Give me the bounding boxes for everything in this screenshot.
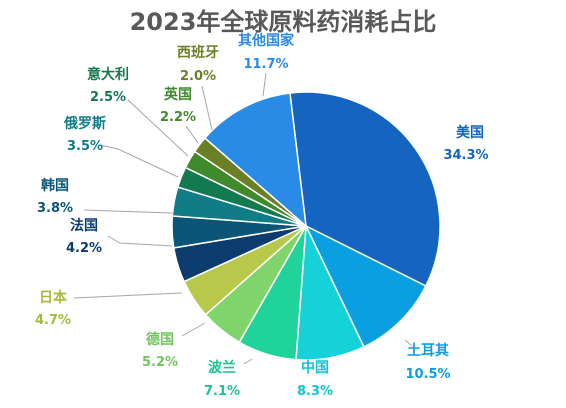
leader-line [181,322,206,337]
slice-label: 德国 [146,331,174,348]
slice-value-label: 2.2% [160,110,196,125]
leader-line [127,99,189,157]
leader-line [99,144,179,178]
slice-value-label: 11.7% [243,57,288,72]
slice-value-label: 10.5% [405,367,450,382]
slice-label: 意大利 [87,66,129,83]
slice-value-label: 8.3% [297,384,333,399]
leader-line [73,292,183,299]
slice-value-label: 4.7% [35,313,71,328]
slice-label: 波兰 [208,359,236,376]
chart-title: 2023年全球原料药消耗占比 [129,8,437,36]
pie-slices [171,91,441,361]
slice-value-label: 3.8% [37,201,73,216]
slice-label: 西班牙 [177,44,219,61]
leader-line [107,235,173,247]
slice-labels: 美国 34.3% 土耳其 10.5% 中国 8.3% 波兰 7.1% 德国 5.2% 日本 4.7% 法… [35,32,489,399]
slice-label: 美国 [456,124,484,141]
slice-label: 韩国 [41,177,69,194]
slice-value-label: 2.0% [180,69,216,84]
slice-label: 土耳其 [407,342,449,359]
slice-label: 法国 [70,217,98,234]
slice-value-label: 7.1% [204,384,240,399]
pie-slice [289,91,441,288]
slice-value-label: 4.2% [66,241,102,256]
slice-label: 中国 [301,359,329,376]
leader-line [83,209,174,214]
slice-value-label: 5.2% [142,355,178,370]
slice-label: 日本 [39,289,68,306]
leader-line [243,358,253,365]
slice-label: 俄罗斯 [63,115,106,132]
slice-label: 其他国家 [238,32,295,49]
slice-value-label: 34.3% [443,148,488,163]
leader-line [185,125,199,144]
leader-line [201,85,213,131]
slice-value-label: 3.5% [67,139,103,154]
slice-value-label: 2.5% [90,90,126,105]
leader-line [262,72,267,97]
pie-slice [304,224,427,348]
slice-label: 英国 [163,86,192,103]
pie-slice [203,92,307,228]
leader-lines [73,72,413,365]
leader-line [404,339,413,347]
